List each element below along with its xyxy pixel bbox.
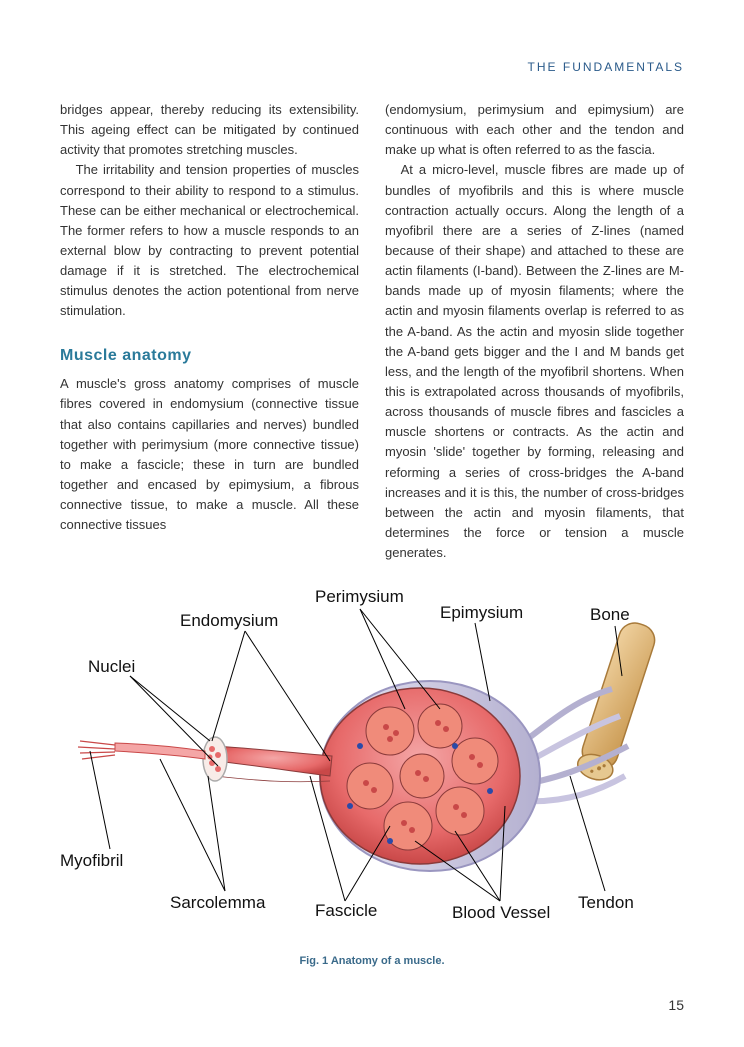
paragraph: (endomysium, perimysium and epimysium) a… — [385, 100, 684, 160]
page-number: 15 — [668, 997, 684, 1013]
paragraph: The irritability and tension properties … — [60, 160, 359, 321]
paragraph: At a micro-level, muscle fibres are made… — [385, 160, 684, 563]
page: THE FUNDAMENTALS bridges appear, thereby… — [0, 0, 744, 1007]
label-perimysium: Perimysium — [315, 587, 404, 607]
label-blood-vessel: Blood Vessel — [452, 903, 550, 923]
label-endomysium: Endomysium — [180, 611, 278, 631]
muscle-diagram: Nuclei Endomysium Perimysium Epimysium B… — [60, 581, 684, 941]
right-column: (endomysium, perimysium and epimysium) a… — [385, 100, 684, 563]
section-heading: Muscle anatomy — [60, 344, 359, 369]
running-head: THE FUNDAMENTALS — [60, 60, 684, 74]
paragraph: bridges appear, thereby reducing its ext… — [60, 100, 359, 160]
figure-caption: Fig. 1 Anatomy of a muscle. — [60, 955, 684, 967]
label-fascicle: Fascicle — [315, 901, 377, 921]
label-tendon: Tendon — [578, 893, 634, 913]
body-columns: bridges appear, thereby reducing its ext… — [60, 100, 684, 563]
label-nuclei: Nuclei — [88, 657, 135, 677]
figure: Nuclei Endomysium Perimysium Epimysium B… — [60, 581, 684, 967]
label-bone: Bone — [590, 605, 630, 625]
label-epimysium: Epimysium — [440, 603, 523, 623]
muscle-svg — [60, 581, 684, 941]
label-myofibril: Myofibril — [60, 851, 123, 871]
paragraph: A muscle's gross anatomy comprises of mu… — [60, 374, 359, 535]
label-sarcolemma: Sarcolemma — [170, 893, 265, 913]
left-column: bridges appear, thereby reducing its ext… — [60, 100, 359, 563]
